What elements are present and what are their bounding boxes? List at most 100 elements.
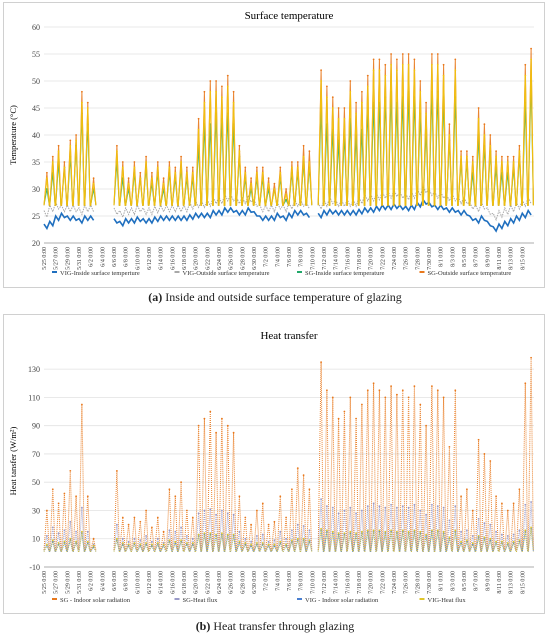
a-data-point: [209, 90, 212, 93]
a-data-point: [180, 155, 183, 158]
b-data-point: [273, 520, 276, 523]
a-data-point: [483, 123, 486, 126]
a-data-point: [343, 107, 346, 109]
a-x-tick-label: 6/4 0:00: [100, 247, 106, 267]
a-y-tick-label: 35: [32, 158, 40, 167]
b-data-point: [477, 535, 480, 537]
b-data-point: [168, 539, 171, 541]
a-x-tick-label: 7/22 0:00: [380, 247, 386, 270]
a-data-point: [530, 58, 532, 61]
b-data-point: [355, 512, 357, 515]
b-data-point: [186, 509, 188, 512]
a-data-point: [86, 107, 89, 109]
a-data-point: [349, 80, 352, 82]
b-data-point: [326, 505, 328, 508]
b-data-point: [51, 526, 54, 529]
b-data-point: [121, 537, 124, 540]
b-data-point: [145, 509, 148, 512]
b-data-point: [51, 488, 54, 491]
b-y-tick-label: -10: [29, 563, 40, 572]
a-data-point: [518, 144, 521, 147]
a-data-point: [267, 177, 270, 180]
a-x-tick-label: 6/12 0:00: [147, 247, 153, 270]
b-data-point: [471, 509, 474, 512]
b-data-point: [361, 530, 363, 533]
surface-temperature-chart: Surface temperature 20 25 30 35 40 45 50 55 60 Tem…: [8, 10, 534, 277]
b-data-point: [221, 509, 223, 512]
b-data-point: [81, 506, 83, 509]
a-x-tick-label: 6/26 0:00: [229, 247, 235, 270]
b-data-point: [506, 509, 509, 512]
b-x-tick-label: 6/30 0:00: [252, 571, 258, 594]
b-data-point: [366, 389, 369, 392]
b-x-tick-label: 8/9 0:00: [485, 571, 491, 591]
b-data-point: [431, 529, 433, 532]
b-x-tick-label: 8/5 0:00: [462, 571, 468, 591]
a-data-point: [425, 101, 427, 104]
a-y-tick-label: 45: [32, 104, 40, 113]
b-x-tick-label: 8/1 0:00: [439, 571, 445, 591]
b-data-point: [139, 543, 142, 546]
a-data-point: [378, 69, 381, 72]
b-x-tick-label: 6/4 0:00: [100, 571, 106, 591]
a-data-point: [238, 144, 241, 147]
a-series-line: [113, 193, 310, 219]
b-data-point: [267, 543, 270, 546]
b-data-point: [215, 513, 218, 516]
a-data-point: [215, 80, 218, 82]
a-x-tick-label: 6/20 0:00: [194, 247, 200, 270]
a-data-point: [291, 161, 293, 163]
a-data-point: [121, 166, 124, 169]
a-data-point: [279, 171, 282, 174]
a-data-point: [116, 150, 118, 153]
a-x-tick-label: 6/16 0:00: [170, 247, 176, 270]
b-y-tick-label: 90: [32, 422, 40, 431]
a-data-point: [355, 112, 357, 115]
a-data-point: [477, 117, 480, 120]
b-data-point: [127, 540, 130, 543]
a-x-tick-label: 7/14 0:00: [334, 247, 340, 270]
b-data-point: [407, 506, 410, 509]
a-x-tick-label: 7/16 0:00: [345, 247, 351, 270]
b-data-point: [442, 530, 445, 533]
b-data-point: [466, 488, 468, 491]
b-data-point: [384, 396, 387, 399]
a-data-point: [512, 161, 515, 163]
b-data-point: [477, 438, 480, 441]
a-x-tick-label: 8/3 0:00: [450, 247, 456, 267]
b-data-point: [232, 533, 235, 536]
b-data-point: [127, 523, 130, 526]
a-data-point: [460, 150, 462, 153]
b-legend-swatch: [297, 598, 302, 600]
a-data-point: [63, 161, 66, 163]
a-y-tick-label: 20: [32, 239, 40, 248]
a-data-point: [51, 161, 54, 163]
b-data-point: [361, 403, 363, 406]
b-data-point: [162, 543, 165, 546]
b-data-point: [326, 529, 328, 532]
a-data-point: [390, 53, 392, 55]
b-x-tick-label: 7/24 0:00: [392, 571, 398, 594]
b-data-point: [489, 523, 492, 526]
b-data-point: [401, 505, 404, 508]
b-data-point: [279, 495, 282, 498]
b-x-tick-label: 7/30 0:00: [427, 571, 433, 594]
b-data-point: [267, 523, 270, 526]
a-x-tick-label: 5/27 0:00: [54, 247, 60, 270]
a-data-point: [232, 90, 235, 93]
b-data-point: [145, 542, 148, 544]
b-data-point: [69, 470, 72, 472]
a-series-2: [43, 80, 534, 206]
a-data-point: [454, 58, 457, 61]
a-data-point: [413, 58, 416, 61]
a-data-point: [495, 150, 497, 153]
a-data-point: [238, 150, 241, 153]
b-data-point: [524, 382, 527, 385]
b-x-tick-label: 5/25 0:00: [42, 571, 48, 594]
a-data-point: [75, 139, 77, 142]
b-data-point: [291, 488, 293, 491]
b-data-point: [343, 532, 346, 534]
b-data-point: [221, 417, 223, 420]
a-data-point: [121, 161, 124, 163]
a-data-point: [489, 134, 492, 136]
